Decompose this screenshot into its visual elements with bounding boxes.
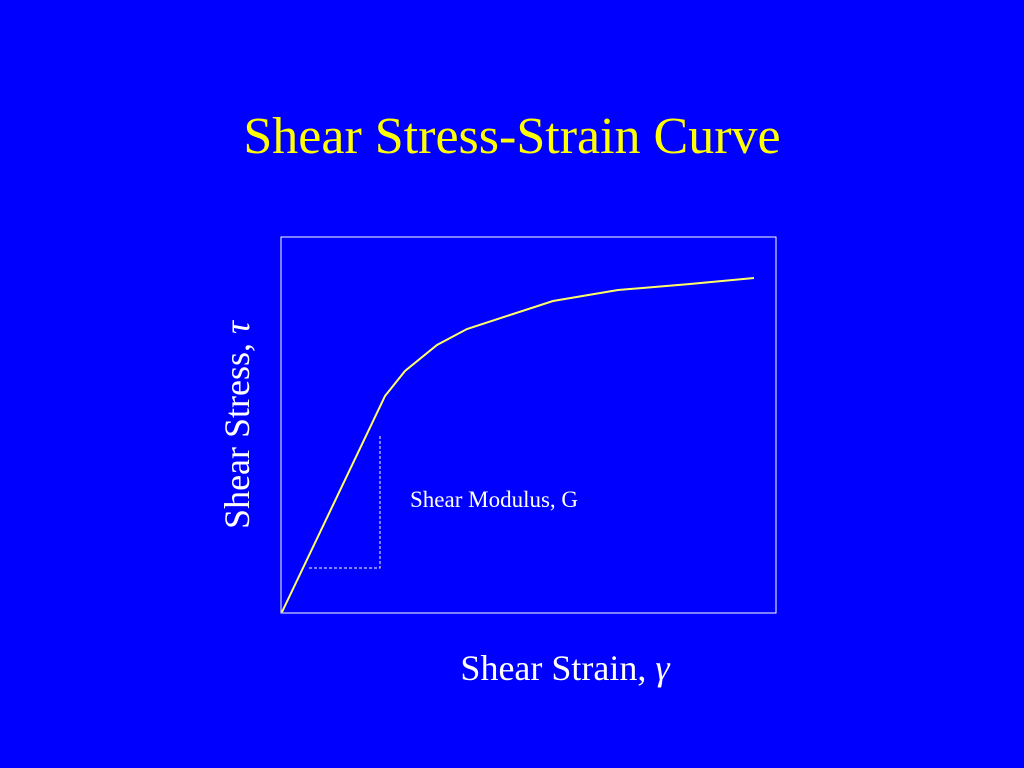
y-axis-label: Shear Stress, τ xyxy=(217,320,257,529)
y-axis-symbol: τ xyxy=(217,320,257,334)
stress-strain-curve xyxy=(281,277,755,613)
annotation: Shear Modulus, G xyxy=(410,487,578,512)
slide-title: Shear Stress-Strain Curve xyxy=(243,108,780,165)
x-axis-symbol: γ xyxy=(655,648,670,688)
y-axis-text: Shear Stress, xyxy=(217,343,257,529)
x-axis-label: Shear Strain, γ xyxy=(460,648,670,688)
plot-frame xyxy=(280,236,777,614)
slope-triangle xyxy=(309,435,381,569)
x-axis-text: Shear Strain, xyxy=(460,648,646,688)
